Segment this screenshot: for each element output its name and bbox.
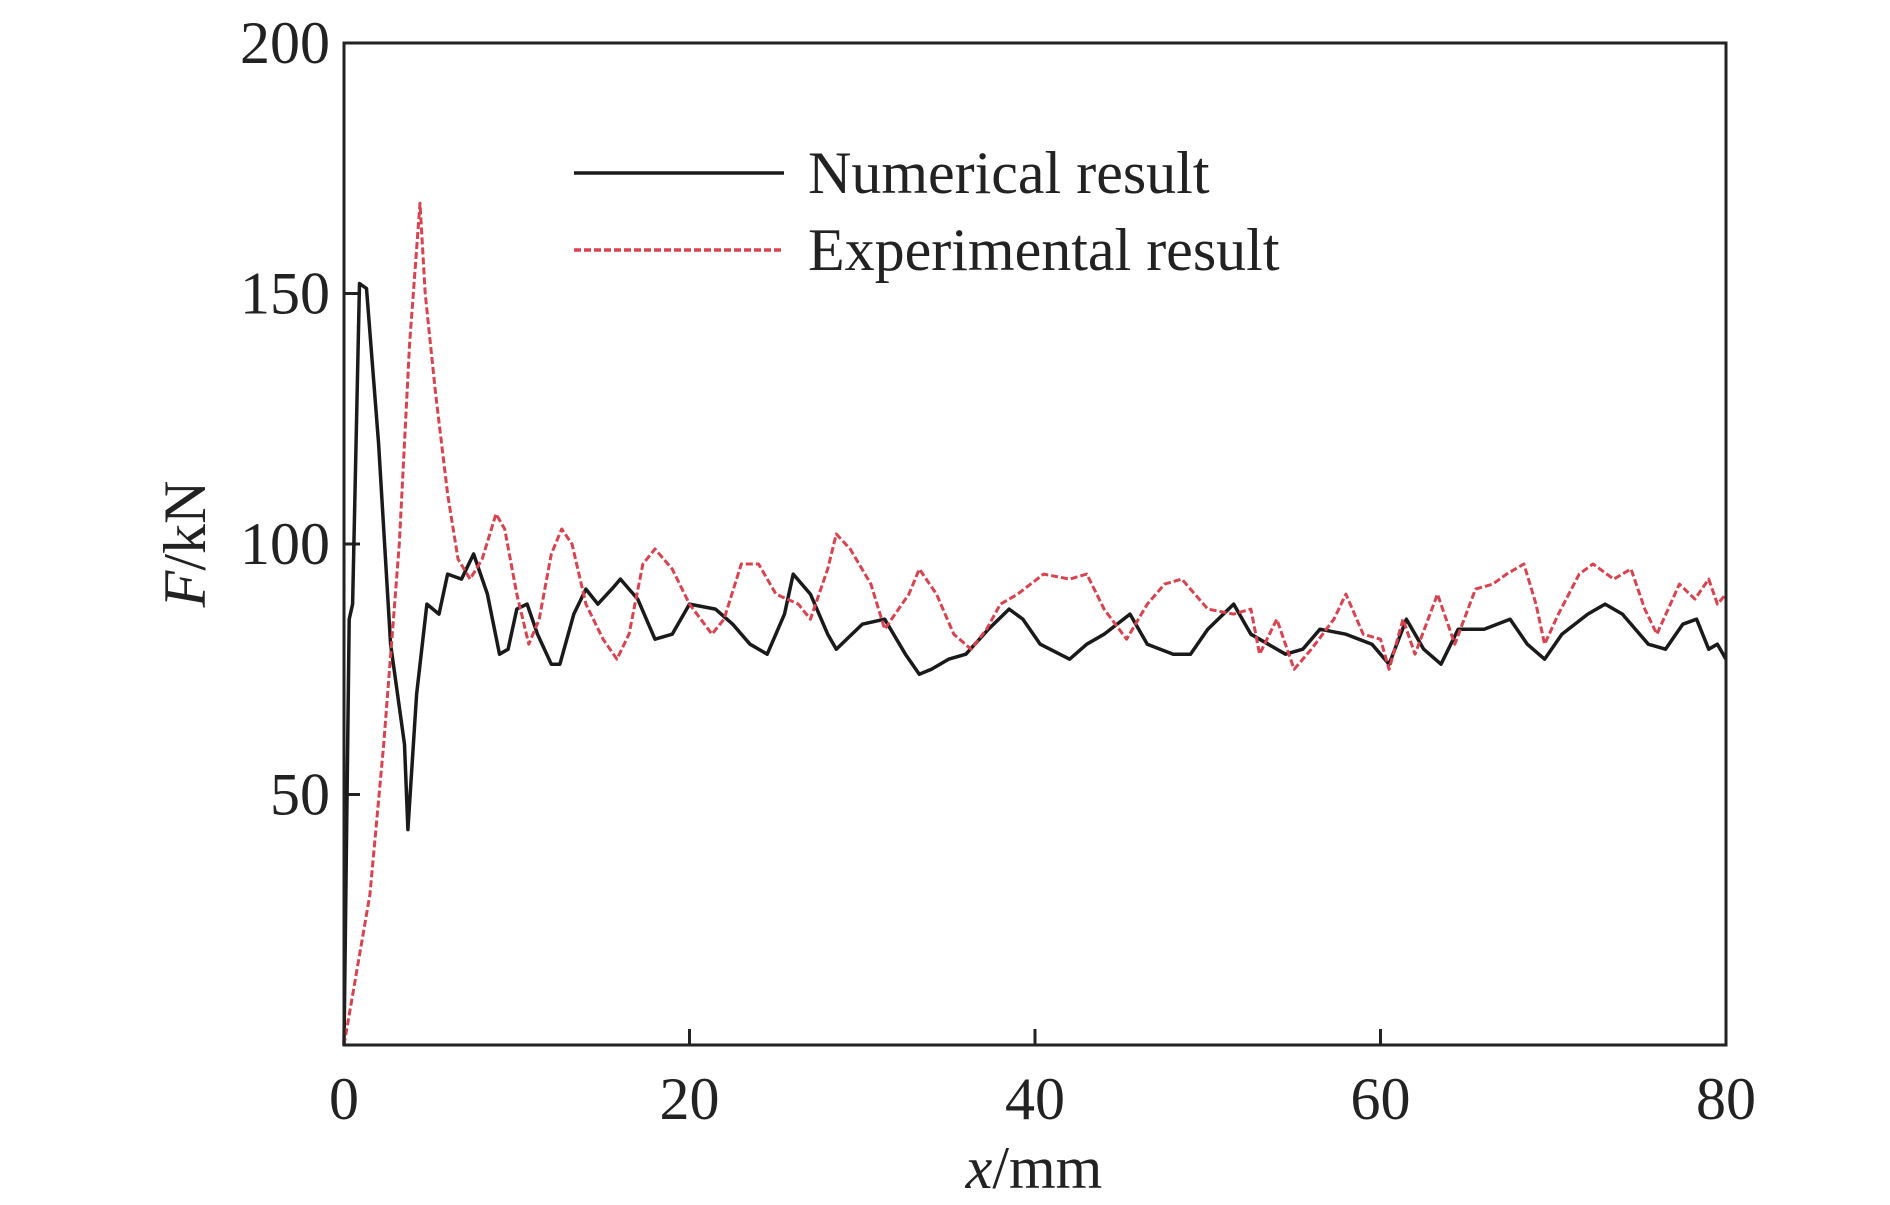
y-tick-label: 50 bbox=[270, 762, 330, 828]
x-tick-label: 20 bbox=[660, 1066, 720, 1132]
x-tick-label: 60 bbox=[1351, 1066, 1411, 1132]
x-tick-label: 80 bbox=[1696, 1066, 1756, 1132]
y-tick-label: 100 bbox=[240, 511, 330, 577]
y-tick-label: 200 bbox=[240, 10, 330, 76]
data-line bbox=[342, 281, 1728, 1046]
x-axis-label: x/mm bbox=[965, 1135, 1103, 1201]
legend-label: Experimental result bbox=[808, 217, 1280, 283]
y-tick-label: 150 bbox=[240, 261, 330, 327]
x-tick-label: 40 bbox=[1005, 1066, 1065, 1132]
y-axis-label: F/kN bbox=[152, 481, 218, 609]
data-line bbox=[342, 201, 1728, 1046]
x-tick-label: 0 bbox=[329, 1066, 359, 1132]
plot-frame bbox=[342, 41, 1728, 1047]
legend-label: Numerical result bbox=[808, 140, 1210, 206]
